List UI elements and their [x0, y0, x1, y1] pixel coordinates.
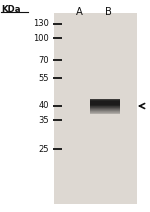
Bar	[90, 112, 120, 113]
Text: 70: 70	[38, 56, 49, 65]
Text: 130: 130	[33, 20, 49, 28]
Bar	[90, 103, 120, 104]
Text: 25: 25	[38, 145, 49, 154]
Bar	[90, 111, 120, 112]
Bar	[90, 107, 120, 108]
Bar	[90, 99, 120, 100]
Bar	[90, 105, 120, 106]
Text: B: B	[105, 7, 111, 17]
Bar	[90, 108, 120, 109]
Bar	[90, 104, 120, 105]
Bar	[90, 100, 120, 101]
Bar	[90, 113, 120, 114]
Bar	[90, 109, 120, 110]
Text: 100: 100	[33, 34, 49, 43]
Bar	[90, 102, 120, 103]
Text: A: A	[76, 7, 83, 17]
Text: 35: 35	[38, 116, 49, 125]
Text: 40: 40	[38, 102, 49, 110]
Bar	[54, 13, 136, 204]
Text: KDa: KDa	[1, 5, 20, 14]
Bar	[90, 110, 120, 111]
Text: 55: 55	[38, 74, 49, 83]
Bar	[90, 106, 120, 107]
Bar	[90, 101, 120, 102]
